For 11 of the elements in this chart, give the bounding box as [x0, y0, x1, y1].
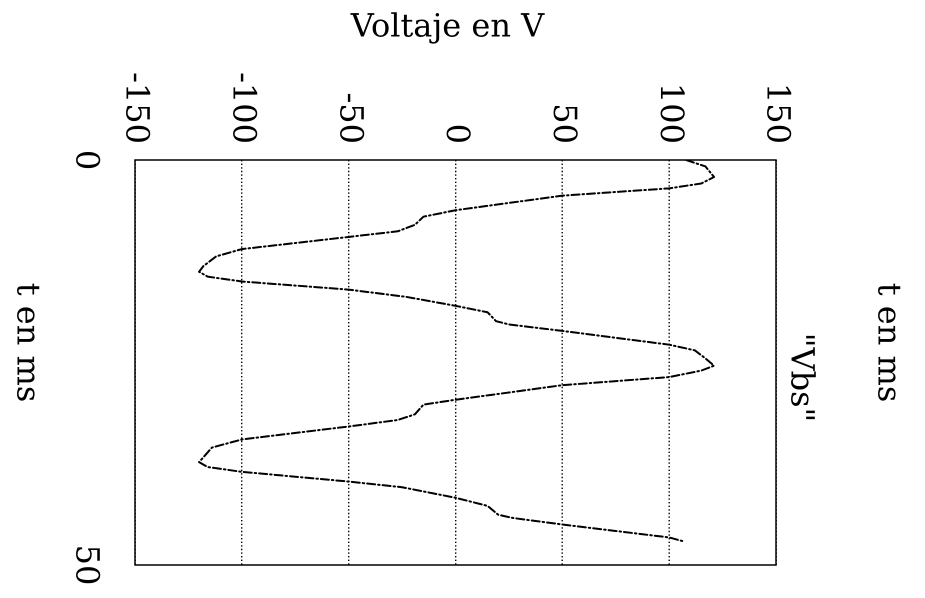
x-tick-label: 150	[760, 82, 798, 144]
x-tick-label: -100	[226, 72, 264, 144]
text: t en ms	[870, 282, 909, 402]
x-tick-label: 50	[546, 103, 584, 144]
x-tick-label: 100	[652, 82, 691, 144]
x-tick-label: 0	[439, 124, 478, 144]
x-axis-title: Voltaje en V	[350, 6, 546, 44]
y-axis-title: t en ms	[10, 282, 48, 402]
text: "Vbs"	[784, 332, 822, 422]
x-tick-label: -150	[118, 72, 157, 144]
x-tick-label: -50	[332, 92, 370, 144]
